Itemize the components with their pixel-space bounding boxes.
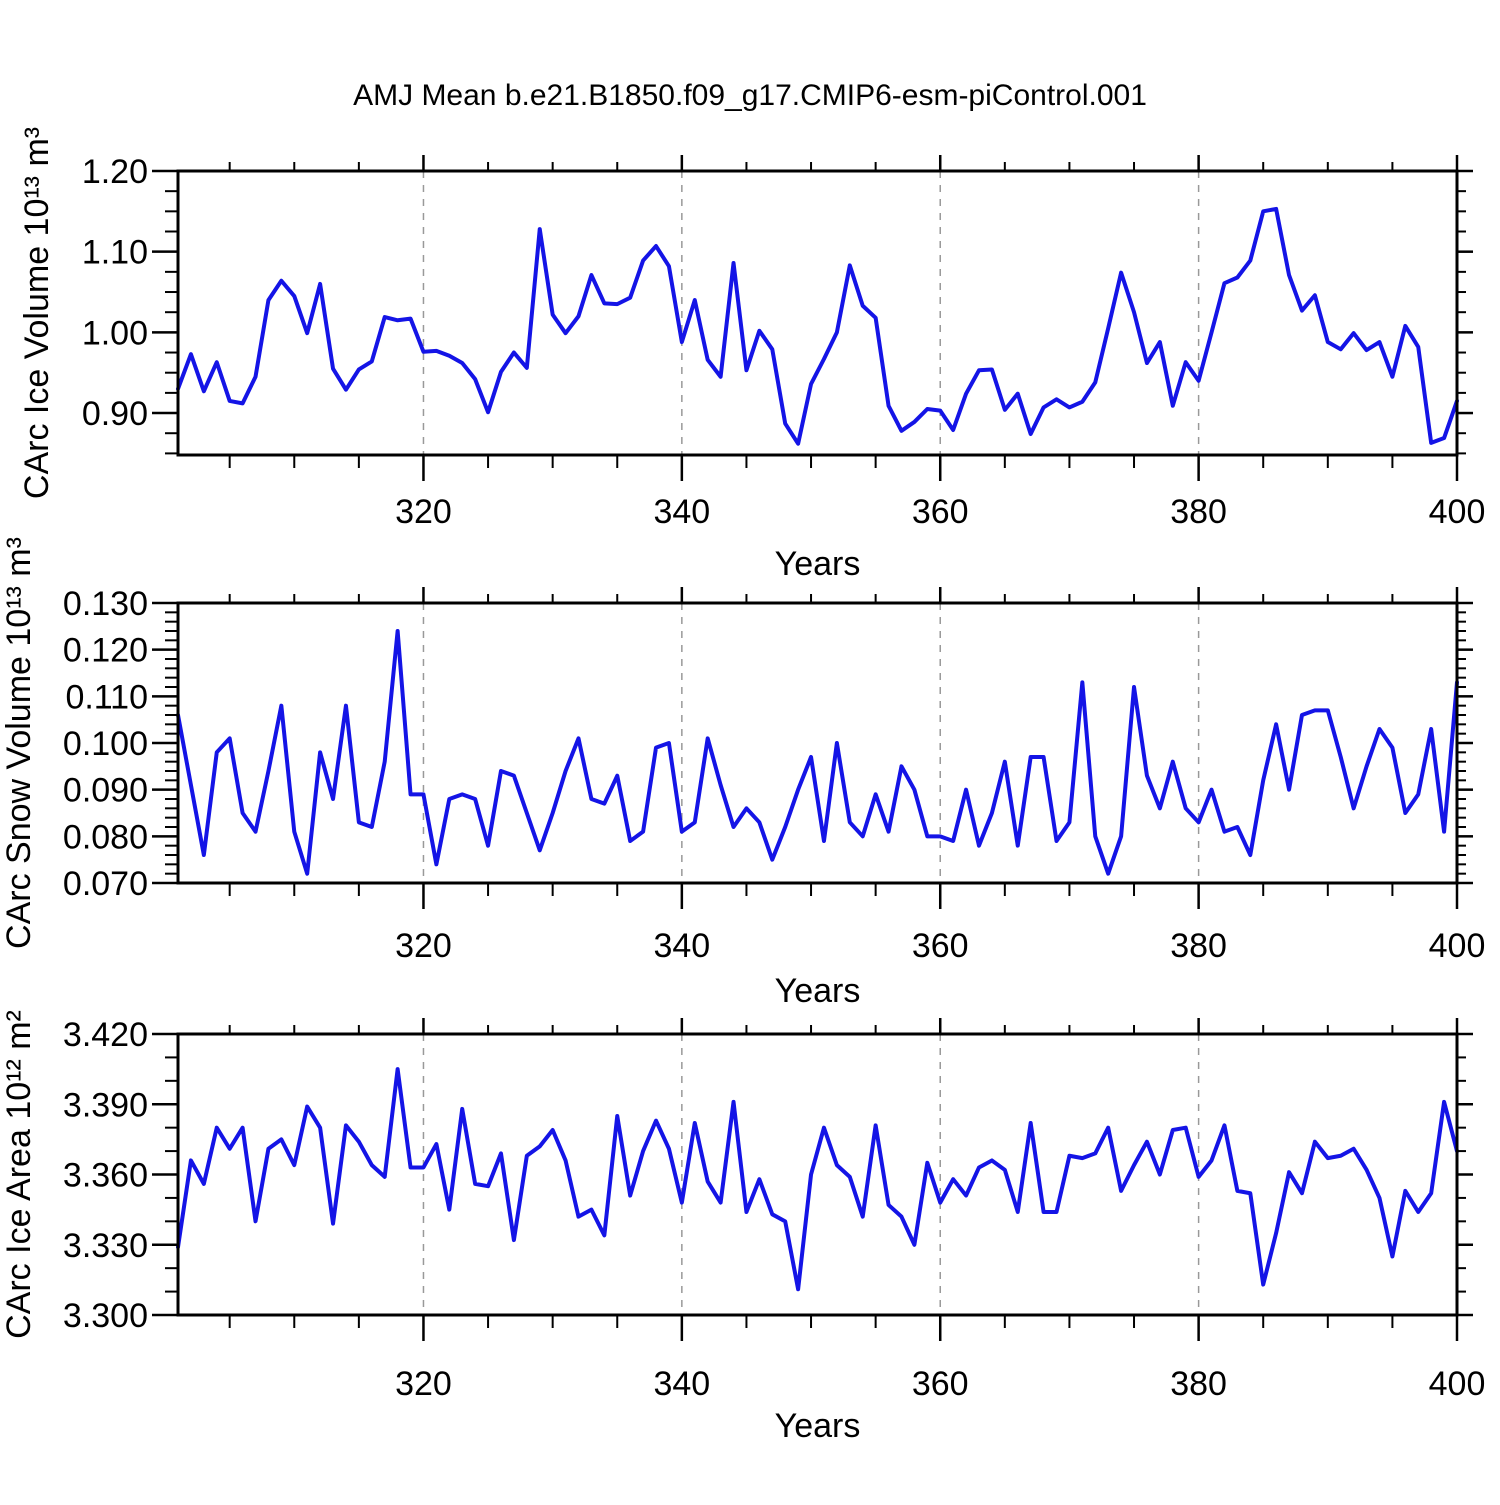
figure-title: AMJ Mean b.e21.B1850.f09_g17.CMIP6-esm-p…	[353, 79, 1147, 112]
x-axis-title: Years	[775, 972, 861, 1010]
plot-frame	[176, 169, 1459, 457]
y-tick-label: 3.420	[63, 1016, 148, 1054]
x-tick-label: 340	[653, 927, 710, 965]
y-tick-label: 3.330	[63, 1227, 148, 1265]
y-tick-label: 1.20	[82, 153, 148, 191]
x-tick-label: 360	[912, 927, 969, 965]
y-tick-label: 0.070	[63, 865, 148, 903]
panel-ice-area: 320 340 360 380 400 3.300 3.330 3.360 3.390 3.420…	[0, 1010, 1485, 1445]
x-tick-label: 360	[912, 493, 969, 531]
y-axis-title: CArc Ice Volume 10¹³ m³	[18, 127, 56, 499]
y-tick-label: 0.100	[63, 725, 148, 763]
x-tick-label: 340	[653, 493, 710, 531]
x-tick-label: 320	[395, 927, 452, 965]
y-tick-label: 3.360	[63, 1157, 148, 1195]
panel-ice-volume: 320 340 360 380 400 0.90 1.00 1.10 1.20 Years CArc…	[18, 127, 1485, 583]
x-tick-label: 380	[1170, 493, 1227, 531]
x-tick-label: 320	[395, 493, 452, 531]
y-tick-label: 3.390	[63, 1086, 148, 1124]
y-tick-label: 0.080	[63, 818, 148, 856]
y-tick-label: 0.90	[82, 395, 148, 433]
x-tick-label: 380	[1170, 1365, 1227, 1403]
ice-area-line	[176, 1067, 1459, 1292]
y-tick-label: 3.300	[63, 1297, 148, 1335]
panel-snow-volume: 320 340 360 380 400 0.070 0.080 0.090 0.100 0.110…	[0, 537, 1485, 1010]
x-axis-title: Years	[775, 545, 861, 583]
x-tick-label: 340	[653, 1365, 710, 1403]
y-tick-label: 1.10	[82, 234, 148, 272]
y-tick-label: 0.130	[63, 585, 148, 623]
x-tick-label: 400	[1429, 1365, 1486, 1403]
x-tick-label: 380	[1170, 927, 1227, 965]
plot-frame	[176, 601, 1459, 885]
x-tick-label: 360	[912, 1365, 969, 1403]
y-tick-label: 0.110	[65, 678, 148, 716]
x-tick-label: 400	[1429, 927, 1486, 965]
y-axis-title: CArc Ice Area 10¹² m²	[0, 1010, 38, 1339]
ice-volume-line	[176, 206, 1459, 446]
y-tick-label: 0.120	[63, 632, 148, 670]
snow-volume-line	[176, 629, 1459, 876]
y-tick-label: 0.090	[63, 772, 148, 810]
x-tick-label: 400	[1429, 493, 1486, 531]
x-tick-label: 320	[395, 1365, 452, 1403]
x-axis-title: Years	[775, 1407, 861, 1445]
y-axis-title: CArc Snow Volume 10¹³ m³	[0, 537, 38, 949]
y-tick-label: 1.00	[82, 314, 148, 352]
